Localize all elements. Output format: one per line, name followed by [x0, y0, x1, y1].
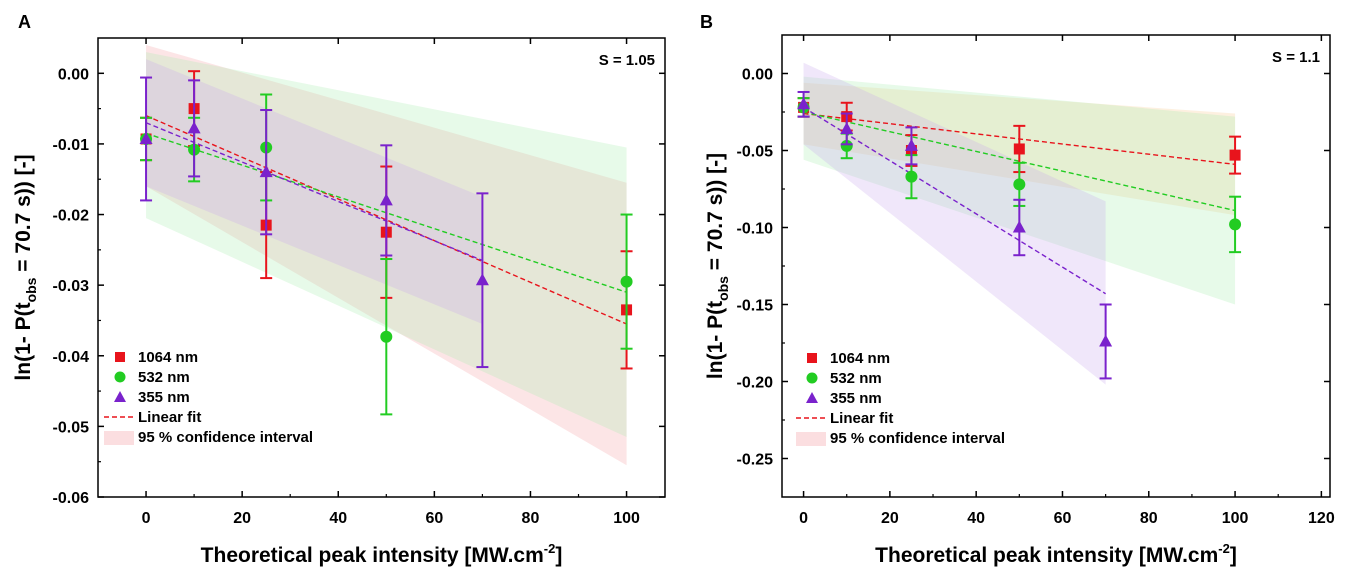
y-tick-label: -0.04: [53, 349, 90, 366]
x-tick-label: 0: [142, 510, 151, 527]
data-point: [1014, 143, 1025, 154]
data-point: [1013, 178, 1025, 190]
x-tick-label: 80: [1140, 510, 1158, 527]
x-axis-title: Theoretical peak intensity [MW.cm-2]: [875, 541, 1237, 567]
x-tick-label: 40: [329, 510, 347, 527]
legend: 1064 nm 532 nm 355 nm Linear fit 95 % confid…: [104, 349, 313, 446]
chart-panel-A: 0 20 40 60 80 100 0.00 -0.01 -0.02 -0.03 -0.04 -0.0…: [12, 12, 665, 567]
y-tick-label: -0.10: [737, 221, 774, 238]
y-tick-label: -0.20: [737, 375, 774, 392]
x-tick-label: 120: [1308, 510, 1335, 527]
y-tick-label: 0.00: [742, 67, 773, 84]
y-axis-title: ln(1- P(tobs = 70.7 s)) [-]: [12, 154, 39, 380]
legend-label: 1064 nm: [138, 349, 198, 366]
y-tick-label: -0.01: [53, 137, 90, 154]
legend-label: 355 nm: [830, 390, 882, 407]
x-tick-label: 100: [1222, 510, 1249, 527]
data-point: [905, 171, 917, 183]
x-tick-label: 40: [967, 510, 985, 527]
y-tick-label: -0.05: [737, 144, 774, 161]
legend: 1064 nm 532 nm 355 nm Linear fit 95 % confid…: [796, 350, 1005, 447]
panel-label: A: [18, 12, 31, 32]
panel-label: B: [700, 12, 713, 32]
data-point: [380, 331, 392, 343]
y-tick-label: -0.02: [53, 208, 90, 225]
data-point: [1229, 218, 1241, 230]
legend-label: 95 % confidence interval: [830, 430, 1005, 447]
x-axis-title: Theoretical peak intensity [MW.cm-2]: [201, 541, 563, 567]
y-tick-label: -0.03: [53, 278, 90, 295]
legend-marker: [807, 353, 817, 363]
y-axis-title: ln(1- P(tobs = 70.7 s)) [-]: [704, 153, 731, 379]
annotation: S = 1.1: [1272, 49, 1320, 66]
y-tick-label: -0.06: [53, 490, 90, 507]
legend-label: Linear fit: [830, 410, 893, 427]
legend-band-swatch: [104, 431, 134, 445]
legend-label: 355 nm: [138, 389, 190, 406]
x-tick-label: 60: [425, 510, 443, 527]
legend-marker: [114, 391, 126, 402]
legend-label: 1064 nm: [830, 350, 890, 367]
x-tick-label: 20: [233, 510, 251, 527]
legend-marker: [115, 372, 126, 383]
chart-panel-B: 0 20 40 60 80 100 120 0.00 -0.05 -0.10 -0.15 -0.20 -…: [700, 12, 1335, 567]
x-tick-label: 0: [799, 510, 808, 527]
y-tick-label: -0.25: [737, 452, 774, 469]
legend-label: 95 % confidence interval: [138, 429, 313, 446]
legend-band-swatch: [796, 432, 826, 446]
legend-marker: [807, 373, 818, 384]
x-tick-label: 80: [522, 510, 540, 527]
legend-label: Linear fit: [138, 409, 201, 426]
y-tick-label: -0.05: [53, 419, 90, 436]
y-tick-label: -0.15: [737, 298, 774, 315]
legend-marker: [115, 352, 125, 362]
legend-marker: [806, 392, 818, 403]
legend-label: 532 nm: [830, 370, 882, 387]
annotation: S = 1.05: [599, 52, 655, 69]
legend-label: 532 nm: [138, 369, 190, 386]
data-point: [1230, 150, 1241, 161]
x-tick-label: 100: [613, 510, 640, 527]
data-point: [621, 276, 633, 288]
x-tick-label: 60: [1054, 510, 1072, 527]
y-tick-label: 0.00: [58, 66, 89, 83]
x-tick-label: 20: [881, 510, 899, 527]
